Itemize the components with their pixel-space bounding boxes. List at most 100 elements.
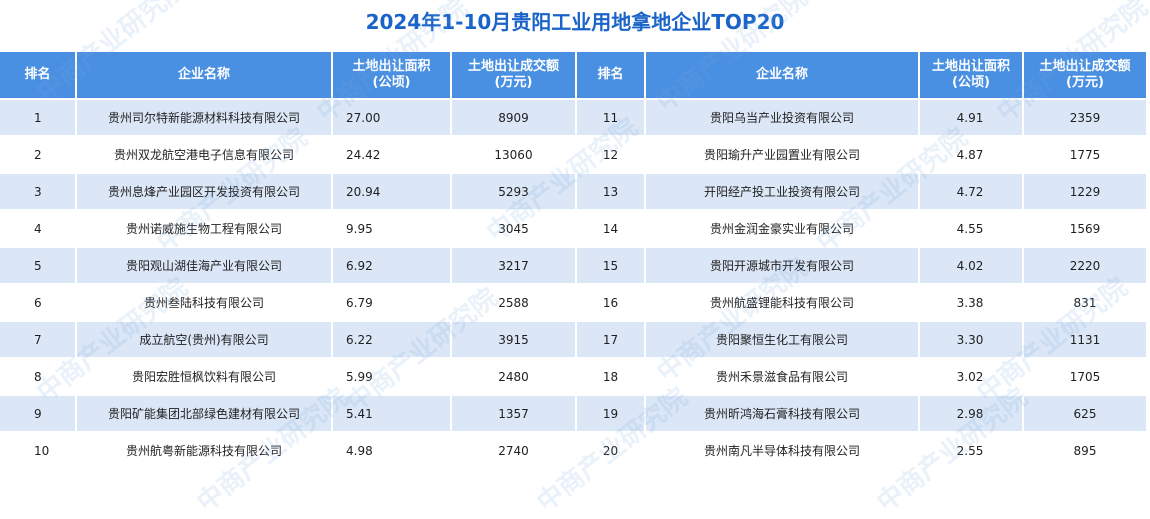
table-row: 2 贵州双龙航空港电子信息有限公司 24.42 13060 12 贵阳瑜升产业园置业有限公… xyxy=(0,136,1148,174)
rank-cell: 2 xyxy=(0,136,77,174)
company-name-cell: 贵州叁陆科技有限公司 xyxy=(76,284,333,322)
company-name-cell: 贵阳开源城市开发有限公司 xyxy=(645,247,920,285)
transaction-amount-cell: 3045 xyxy=(451,210,577,248)
company-name-cell: 贵州金润金豪实业有限公司 xyxy=(645,210,920,248)
company-name-cell: 贵州南凡半导体科技有限公司 xyxy=(645,432,920,470)
transaction-amount-cell: 1775 xyxy=(1023,136,1148,174)
rank-cell: 9 xyxy=(0,395,77,433)
transaction-amount-cell: 2220 xyxy=(1023,247,1148,285)
rank-cell: 4 xyxy=(0,210,77,248)
rank-cell: 20 xyxy=(576,432,646,470)
land-area-cell: 27.00 xyxy=(332,99,452,137)
company-name-cell: 贵阳乌当产业投资有限公司 xyxy=(645,99,920,137)
rank-cell: 8 xyxy=(0,358,77,396)
rank-cell: 7 xyxy=(0,321,77,359)
rank-cell: 14 xyxy=(576,210,646,248)
company-name-cell: 贵阳矿能集团北部绿色建材有限公司 xyxy=(76,395,333,433)
table-row: 6 贵州叁陆科技有限公司 6.79 2588 16 贵州航盛锂能科技有限公司 3.38 831 xyxy=(0,284,1148,322)
table-body: 1 贵州司尔特新能源材料科技有限公司 27.00 8909 11 贵阳乌当产业投资有限公司… xyxy=(0,99,1148,470)
transaction-amount-cell: 2359 xyxy=(1023,99,1148,137)
transaction-amount-cell: 2740 xyxy=(451,432,577,470)
header-area-right-line2: (公顷) xyxy=(952,75,990,90)
rank-cell: 5 xyxy=(0,247,77,285)
header-area-line1: 土地出让面积 xyxy=(352,59,431,74)
company-name-cell: 开阳经产投工业投资有限公司 xyxy=(645,173,920,211)
company-name-cell: 贵州航盛锂能科技有限公司 xyxy=(645,284,920,322)
rank-cell: 11 xyxy=(576,99,646,137)
table-header-row: 排名 企业名称 土地出让面积 (公顷) 土地出让成交额 (万元) 排名 企业名称… xyxy=(0,52,1148,100)
table-row: 5 贵阳观山湖佳海产业有限公司 6.92 3217 15 贵阳开源城市开发有限公司 4.02… xyxy=(0,247,1148,285)
land-area-cell: 3.02 xyxy=(919,358,1024,396)
company-name-cell: 贵州息烽产业园区开发投资有限公司 xyxy=(76,173,333,211)
transaction-amount-cell: 1705 xyxy=(1023,358,1148,396)
company-name-cell: 贵阳观山湖佳海产业有限公司 xyxy=(76,247,333,285)
land-area-cell: 4.72 xyxy=(919,173,1024,211)
rank-cell: 6 xyxy=(0,284,77,322)
table-row: 3 贵州息烽产业园区开发投资有限公司 20.94 5293 13 开阳经产投工业投资有限公… xyxy=(0,173,1148,211)
header-price: 土地出让成交额 (万元) xyxy=(451,52,577,100)
table-row: 7 成立航空(贵州)有限公司 6.22 3915 17 贵阳聚恒生化工有限公司 3.30 11… xyxy=(0,321,1148,359)
transaction-amount-cell: 5293 xyxy=(451,173,577,211)
table-row: 8 贵阳宏胜恒枫饮料有限公司 5.99 2480 18 贵州禾景滋食品有限公司 3.02 17… xyxy=(0,358,1148,396)
transaction-amount-cell: 625 xyxy=(1023,395,1148,433)
rank-cell: 19 xyxy=(576,395,646,433)
transaction-amount-cell: 3217 xyxy=(451,247,577,285)
rank-cell: 13 xyxy=(576,173,646,211)
transaction-amount-cell: 1357 xyxy=(451,395,577,433)
land-area-cell: 9.95 xyxy=(332,210,452,248)
transaction-amount-cell: 13060 xyxy=(451,136,577,174)
rank-cell: 10 xyxy=(0,432,77,470)
rank-cell: 18 xyxy=(576,358,646,396)
table-row: 1 贵州司尔特新能源材料科技有限公司 27.00 8909 11 贵阳乌当产业投资有限公司… xyxy=(0,99,1148,137)
land-area-cell: 3.38 xyxy=(919,284,1024,322)
land-area-cell: 6.92 xyxy=(332,247,452,285)
transaction-amount-cell: 1229 xyxy=(1023,173,1148,211)
header-rank: 排名 xyxy=(0,52,77,100)
company-name-cell: 贵州司尔特新能源材料科技有限公司 xyxy=(76,99,333,137)
header-price-line1: 土地出让成交额 xyxy=(467,59,559,74)
land-area-cell: 4.02 xyxy=(919,247,1024,285)
header-price-line2: (万元) xyxy=(494,75,533,90)
company-name-cell: 贵州昕鸿海石膏科技有限公司 xyxy=(645,395,920,433)
land-area-cell: 3.30 xyxy=(919,321,1024,359)
transaction-amount-cell: 1131 xyxy=(1023,321,1148,359)
page-title: 2024年1-10月贵阳工业用地拿地企业TOP20 xyxy=(365,10,785,34)
land-area-cell: 2.98 xyxy=(919,395,1024,433)
transaction-amount-cell: 3915 xyxy=(451,321,577,359)
company-name-cell: 贵州禾景滋食品有限公司 xyxy=(645,358,920,396)
transaction-amount-cell: 895 xyxy=(1023,432,1148,470)
rank-cell: 3 xyxy=(0,173,77,211)
land-area-cell: 20.94 xyxy=(332,173,452,211)
header-company-right: 企业名称 xyxy=(645,52,920,100)
land-area-cell: 4.91 xyxy=(919,99,1024,137)
company-name-cell: 贵阳聚恒生化工有限公司 xyxy=(645,321,920,359)
land-area-cell: 4.55 xyxy=(919,210,1024,248)
header-area-right: 土地出让面积 (公顷) xyxy=(919,52,1024,100)
company-name-cell: 贵州双龙航空港电子信息有限公司 xyxy=(76,136,333,174)
company-name-cell: 贵州航粤新能源科技有限公司 xyxy=(76,432,333,470)
land-area-cell: 24.42 xyxy=(332,136,452,174)
company-name-cell: 贵州诺威施生物工程有限公司 xyxy=(76,210,333,248)
land-area-cell: 6.79 xyxy=(332,284,452,322)
header-price-right-line1: 土地出让成交额 xyxy=(1039,59,1131,74)
transaction-amount-cell: 2480 xyxy=(451,358,577,396)
rank-cell: 16 xyxy=(576,284,646,322)
rank-cell: 15 xyxy=(576,247,646,285)
table-row: 4 贵州诺威施生物工程有限公司 9.95 3045 14 贵州金润金豪实业有限公司 4.55… xyxy=(0,210,1148,248)
header-rank-right: 排名 xyxy=(576,52,646,100)
header-area: 土地出让面积 (公顷) xyxy=(332,52,452,100)
table-row: 9 贵阳矿能集团北部绿色建材有限公司 5.41 1357 19 贵州昕鸿海石膏科技有限公司… xyxy=(0,395,1148,433)
land-area-cell: 5.41 xyxy=(332,395,452,433)
land-area-cell: 5.99 xyxy=(332,358,452,396)
rank-cell: 17 xyxy=(576,321,646,359)
rank-cell: 1 xyxy=(0,99,77,137)
land-area-cell: 4.98 xyxy=(332,432,452,470)
header-price-right-line2: (万元) xyxy=(1066,75,1104,90)
rank-cell: 12 xyxy=(576,136,646,174)
company-name-cell: 贵阳宏胜恒枫饮料有限公司 xyxy=(76,358,333,396)
company-name-cell: 成立航空(贵州)有限公司 xyxy=(76,321,333,359)
transaction-amount-cell: 8909 xyxy=(451,99,577,137)
land-area-cell: 2.55 xyxy=(919,432,1024,470)
company-name-cell: 贵阳瑜升产业园置业有限公司 xyxy=(645,136,920,174)
ranking-table: 排名 企业名称 土地出让面积 (公顷) 土地出让成交额 (万元) 排名 企业名称… xyxy=(0,52,1148,470)
